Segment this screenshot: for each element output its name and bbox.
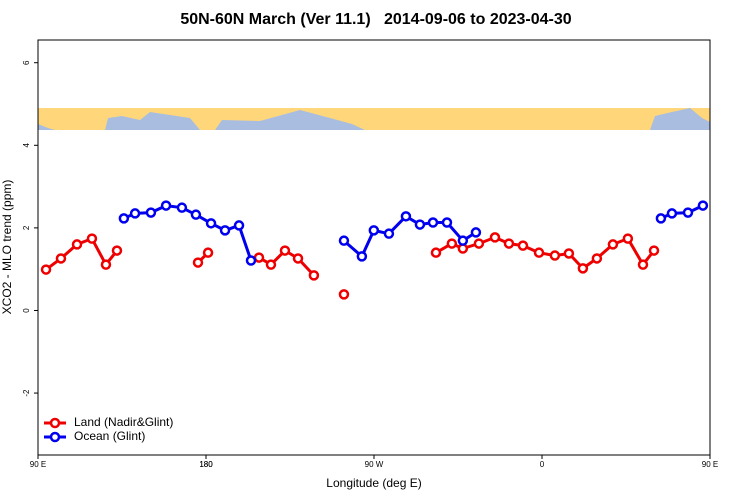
data-point — [160, 200, 172, 211]
data-point — [533, 247, 545, 258]
data-point — [637, 259, 649, 270]
data-point — [607, 239, 619, 250]
data-point — [71, 239, 83, 250]
data-point — [245, 255, 257, 266]
data-point — [338, 235, 350, 246]
data-point — [577, 263, 589, 274]
data-point — [697, 200, 709, 211]
data-point — [265, 259, 277, 270]
data-point — [279, 245, 291, 256]
data-point — [129, 208, 141, 219]
x-tick-label: 180 — [199, 460, 213, 469]
series-line — [45, 235, 656, 277]
data-point — [308, 270, 320, 281]
x-tick-label: 90 E — [30, 460, 46, 469]
data-point — [473, 238, 485, 249]
data-point — [338, 289, 350, 300]
data-point — [446, 238, 458, 249]
data-point — [233, 220, 245, 231]
data-point — [470, 227, 482, 238]
x-axis-label: Longitude (deg E) — [326, 476, 421, 490]
chart-title: 50N-60N March (Ver 11.1) 2014-09-06 to 2… — [180, 11, 571, 28]
data-point — [368, 225, 380, 236]
data-point — [682, 207, 694, 218]
data-point — [118, 213, 130, 224]
data-point — [356, 251, 368, 262]
legend-label: Ocean (Glint) — [74, 429, 145, 443]
data-point — [192, 257, 204, 268]
series-line — [123, 204, 704, 261]
data-point — [457, 235, 469, 246]
y-tick-label: -2 — [22, 389, 31, 397]
data-point — [648, 245, 660, 256]
data-point — [622, 233, 634, 244]
data-point — [86, 233, 98, 244]
data-point — [202, 247, 214, 258]
data-point — [414, 219, 426, 230]
map-band — [38, 108, 710, 130]
data-point — [503, 238, 515, 249]
data-point — [145, 207, 157, 218]
y-tick-label: 4 — [22, 143, 31, 148]
data-point — [40, 264, 52, 275]
data-point — [549, 250, 561, 261]
data-point — [292, 253, 304, 264]
y-tick-label: 2 — [22, 225, 31, 230]
data-point — [427, 217, 439, 228]
y-axis-label: XCO2 - MLO trend (ppm) — [0, 180, 14, 315]
data-point — [383, 228, 395, 239]
y-tick-label: 6 — [22, 60, 31, 65]
data-point — [517, 240, 529, 251]
data-point — [176, 202, 188, 213]
legend-label: Land (Nadir&Glint) — [74, 415, 173, 429]
data-point — [400, 211, 412, 222]
data-point — [655, 213, 667, 224]
data-point — [563, 248, 575, 259]
data-point — [430, 247, 442, 258]
data-point — [441, 217, 453, 228]
data-point — [111, 245, 123, 256]
data-point — [55, 253, 67, 264]
data-point — [190, 209, 202, 220]
legend-marker — [49, 431, 61, 443]
x-tick-label: 0 — [540, 460, 545, 469]
data-point — [591, 253, 603, 264]
x-tick-label: 180 — [199, 460, 213, 469]
data-point — [205, 218, 217, 229]
data-point — [219, 225, 231, 236]
data-point — [489, 232, 501, 243]
data-point — [100, 259, 112, 270]
y-tick-label: 0 — [22, 308, 31, 313]
x-tick-label: 90 E — [702, 460, 718, 469]
x-tick-label: 90 W — [365, 460, 384, 469]
data-point — [666, 208, 678, 219]
legend-marker — [49, 417, 61, 429]
